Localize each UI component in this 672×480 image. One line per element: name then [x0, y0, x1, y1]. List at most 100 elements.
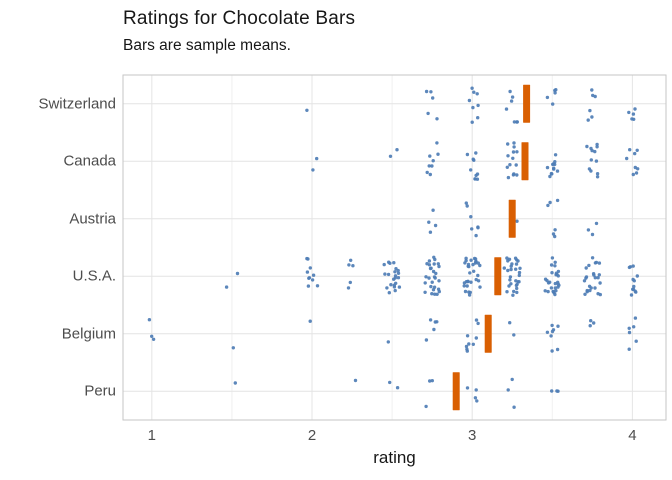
data-point [464, 344, 469, 349]
data-point [515, 286, 519, 291]
data-point [431, 159, 435, 163]
data-point [552, 167, 556, 171]
data-point [585, 288, 589, 293]
data-point [550, 271, 554, 275]
data-point [514, 163, 518, 167]
data-point [556, 274, 560, 278]
data-point [392, 277, 396, 281]
data-point [588, 288, 592, 293]
data-point [475, 172, 480, 176]
data-point [593, 276, 597, 280]
data-point [631, 172, 635, 177]
data-point [515, 290, 519, 295]
data-point [423, 290, 427, 294]
data-point [435, 292, 439, 296]
data-point [306, 284, 311, 288]
data-point [594, 221, 599, 226]
data-point [551, 102, 555, 106]
data-point [593, 286, 597, 290]
data-point [632, 284, 636, 289]
data-point [634, 171, 639, 175]
data-point [515, 173, 519, 177]
data-point [598, 292, 602, 297]
data-point [468, 290, 472, 295]
data-point [631, 264, 635, 268]
data-point [516, 259, 520, 263]
data-point [427, 263, 432, 267]
data-point [595, 142, 599, 147]
data-point [468, 271, 472, 275]
data-point [349, 258, 353, 262]
data-point [233, 381, 237, 385]
data-point [311, 273, 316, 277]
data-point [474, 388, 478, 392]
data-point [427, 276, 431, 280]
data-point [512, 120, 517, 124]
data-point [466, 279, 470, 284]
data-point [514, 283, 519, 288]
data-point [553, 264, 557, 268]
data-point [586, 228, 591, 232]
chart-title: Ratings for Chocolate Bars [123, 8, 356, 29]
data-point [589, 158, 593, 162]
data-point [590, 88, 594, 92]
data-point [467, 98, 472, 103]
data-point [592, 321, 596, 325]
data-point [590, 115, 594, 119]
data-point [428, 379, 432, 383]
data-point [512, 333, 516, 337]
data-point [426, 111, 430, 116]
data-point [436, 287, 441, 291]
data-point [470, 86, 474, 90]
data-point [510, 95, 515, 99]
data-point [467, 293, 472, 297]
data-point [464, 201, 468, 205]
data-point [433, 292, 437, 296]
data-point [395, 386, 400, 390]
data-point [476, 103, 480, 108]
data-point [633, 107, 637, 111]
x-axis-tick-label: 1 [147, 427, 156, 444]
data-point [517, 270, 522, 275]
data-point [433, 257, 437, 262]
data-point [545, 95, 550, 100]
data-point [428, 266, 433, 271]
data-point [510, 262, 514, 266]
data-point [424, 338, 429, 342]
data-point [512, 289, 516, 294]
data-point [473, 177, 477, 181]
data-point [430, 164, 434, 168]
data-point [470, 120, 474, 124]
data-point [511, 293, 515, 297]
data-point [555, 347, 560, 352]
data-point [515, 120, 519, 124]
data-point [469, 168, 473, 172]
data-point [476, 226, 480, 230]
data-point [433, 223, 438, 228]
data-point [431, 269, 436, 274]
data-point [555, 169, 560, 173]
data-point [550, 323, 554, 328]
data-point [428, 172, 432, 177]
data-point [428, 230, 433, 234]
data-point [475, 399, 479, 403]
data-point [627, 110, 631, 115]
data-point [545, 330, 550, 334]
x-axis-tick-label: 2 [307, 427, 317, 444]
data-point [311, 168, 315, 172]
data-point [511, 150, 516, 154]
data-point [476, 273, 480, 278]
data-point [506, 268, 510, 273]
data-point [231, 346, 235, 350]
data-point [308, 266, 312, 270]
data-point [388, 380, 392, 385]
data-point [432, 262, 436, 266]
data-point [437, 264, 441, 269]
mean-bar [494, 257, 502, 296]
data-point [590, 232, 595, 237]
data-point [424, 89, 429, 94]
data-point [586, 118, 590, 122]
data-point [435, 141, 439, 145]
